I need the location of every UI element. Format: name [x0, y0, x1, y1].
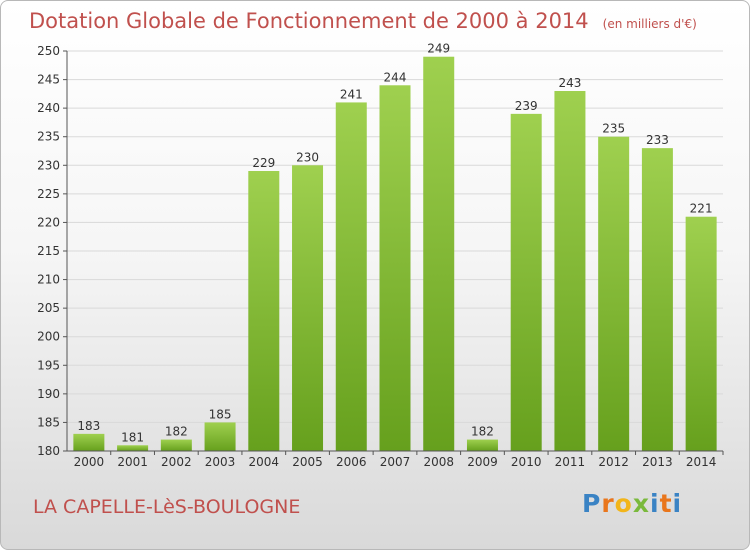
y-tick-label: 240	[37, 101, 60, 115]
y-tick-label: 210	[37, 273, 60, 287]
x-tick-label: 2014	[686, 455, 717, 469]
y-tick-label: 190	[37, 387, 60, 401]
label-layer: 183 181 182 185 229 230 241 244 249 182 239 243 235 2…	[77, 42, 712, 445]
data-label: 181	[121, 430, 144, 444]
bar	[335, 102, 367, 451]
y-tick-label: 180	[37, 444, 60, 458]
y-tick-label: 205	[37, 301, 60, 315]
data-label: 249	[427, 42, 450, 56]
y-tick-label: 185	[37, 415, 60, 429]
y-tick-label: 250	[37, 44, 60, 58]
x-tick-label: 2004	[249, 455, 280, 469]
chart-unit: (en milliers d'€)	[602, 17, 697, 31]
logo-letter: t	[659, 489, 673, 518]
data-label: 229	[252, 156, 275, 170]
logo-letter: i	[650, 489, 660, 518]
x-tick-label: 2001	[117, 455, 148, 469]
logo-letter: P	[582, 489, 602, 518]
bar	[248, 171, 280, 451]
bar-layer	[73, 56, 717, 452]
commune-name: LA CAPELLE-LèS-BOULOGNE	[33, 496, 301, 518]
data-label: 235	[602, 122, 625, 136]
y-tick-label: 245	[37, 73, 60, 87]
data-label: 183	[77, 419, 100, 433]
axis-layer: 180 185 190 195 200 205 210 215 220 225 230 235 240 2…	[37, 44, 724, 469]
y-tick-label: 235	[37, 130, 60, 144]
data-label: 233	[646, 133, 669, 147]
data-label: 221	[690, 202, 713, 216]
y-tick-label: 225	[37, 187, 60, 201]
bar	[423, 56, 455, 451]
bar	[379, 85, 411, 452]
logo-letter: x	[632, 489, 650, 518]
x-tick-label: 2011	[555, 455, 586, 469]
data-label: 230	[296, 150, 319, 164]
bar	[160, 439, 192, 451]
x-tick-label: 2007	[380, 455, 411, 469]
x-tick-label: 2008	[423, 455, 454, 469]
data-label: 241	[340, 87, 363, 101]
x-tick-label: 2003	[205, 455, 236, 469]
data-label: 243	[558, 76, 581, 90]
bar	[641, 148, 673, 451]
bar	[685, 216, 717, 451]
data-label: 239	[515, 99, 538, 113]
logo-letter: o	[614, 489, 633, 518]
y-tick-label: 195	[37, 358, 60, 372]
data-label: 244	[384, 70, 407, 84]
x-tick-label: 2005	[292, 455, 323, 469]
x-tick-label: 2000	[74, 455, 105, 469]
data-label: 182	[471, 425, 494, 439]
data-label: 182	[165, 425, 188, 439]
y-tick-label: 220	[37, 215, 60, 229]
bar	[73, 433, 105, 451]
x-tick-label: 2002	[161, 455, 192, 469]
data-label: 185	[209, 407, 232, 421]
x-tick-label: 2012	[598, 455, 629, 469]
x-tick-label: 2010	[511, 455, 542, 469]
y-tick-label: 200	[37, 330, 60, 344]
logo-letter: i	[672, 489, 683, 518]
y-tick-label: 215	[37, 244, 60, 258]
bar	[466, 439, 498, 451]
logo-letter: r	[601, 489, 615, 518]
bar	[510, 113, 542, 451]
bar	[204, 422, 236, 451]
x-tick-label: 2006	[336, 455, 367, 469]
bar	[117, 445, 149, 451]
bar	[292, 165, 324, 452]
bar	[598, 136, 630, 451]
x-tick-label: 2009	[467, 455, 498, 469]
y-tick-label: 230	[37, 158, 60, 172]
chart-title-row: Dotation Globale de Fonctionnement de 20…	[29, 9, 697, 33]
bar	[554, 91, 586, 451]
x-tick-label: 2013	[642, 455, 673, 469]
chart-title: Dotation Globale de Fonctionnement de 20…	[29, 9, 589, 33]
proxiti-logo[interactable]: Proxiti	[582, 489, 682, 518]
